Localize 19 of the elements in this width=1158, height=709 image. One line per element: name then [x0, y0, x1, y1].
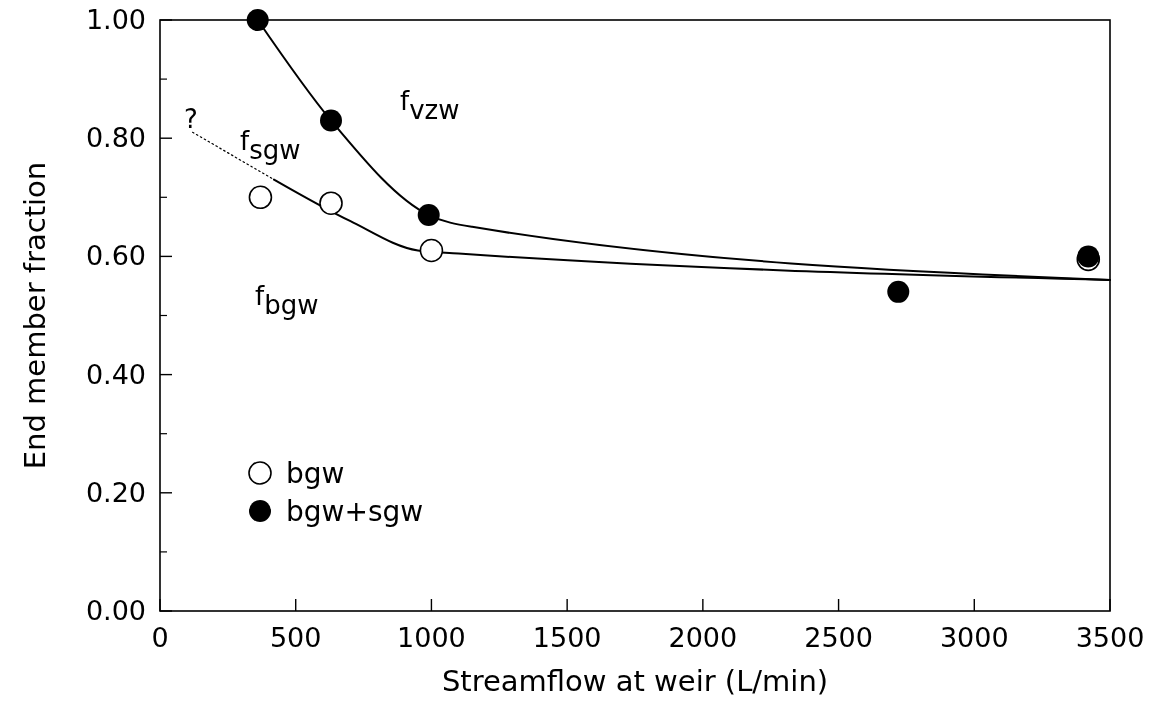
annotation: ?: [184, 104, 198, 134]
x-tick-label: 2500: [804, 622, 873, 653]
y-tick-label: 0.80: [85, 122, 146, 154]
x-tick-label: 500: [269, 622, 322, 653]
y-tick-label: 0.20: [85, 476, 146, 508]
y-tick-label: 0.00: [85, 595, 146, 626]
x-tick-label: 1000: [397, 622, 466, 653]
x-tick-label: 1500: [532, 622, 602, 653]
x-tick-label: 3000: [939, 622, 1009, 653]
y-tick-label: 1.00: [85, 4, 146, 35]
legend-label: bgw+sgw: [286, 495, 424, 528]
legend-label: bgw: [286, 457, 345, 490]
y-tick-label: 0.40: [85, 358, 146, 390]
x-tick-label: 2000: [668, 622, 738, 653]
x-tick-label: 0: [151, 622, 169, 653]
y-tick-label: 0.60: [85, 240, 146, 272]
x-tick-label: 3500: [1075, 622, 1145, 653]
x-axis-title: Streamflow at weir (L/min): [441, 664, 829, 698]
y-axis-title: End member fraction: [18, 161, 52, 470]
